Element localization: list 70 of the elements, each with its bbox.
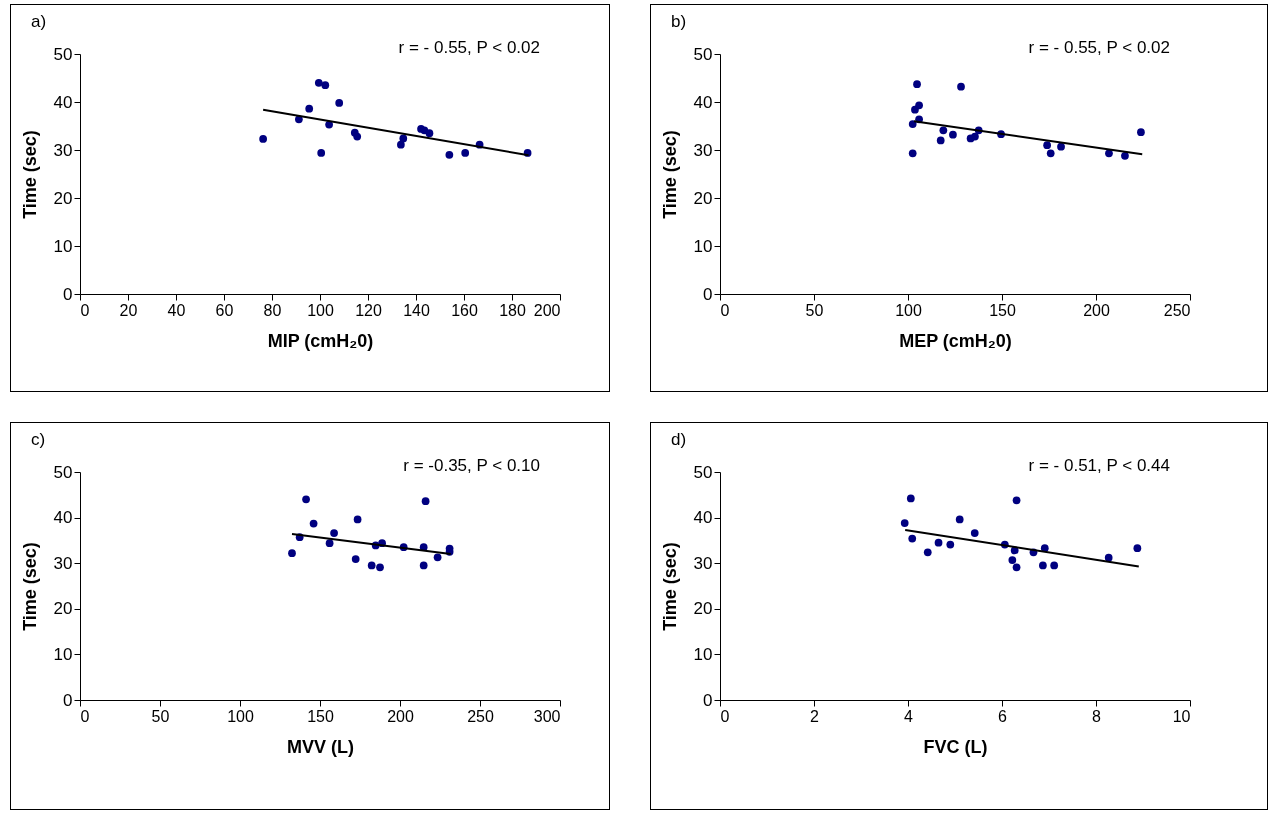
y-tick-label: 30 bbox=[693, 140, 713, 160]
y-tick-label: 10 bbox=[693, 644, 713, 664]
y-tick-label: 20 bbox=[693, 599, 713, 619]
annotation: r = - 0.55, P < 0.02 bbox=[1028, 38, 1170, 57]
x-tick-label: 8 bbox=[1092, 707, 1102, 725]
y-tick-label: 20 bbox=[693, 188, 713, 208]
x-tick-label: 250 bbox=[467, 707, 494, 725]
y-tick-label: 0 bbox=[63, 690, 73, 710]
x-tick-label: 50 bbox=[151, 707, 170, 725]
y-tick-label: 10 bbox=[53, 644, 73, 664]
x-tick-label: 200 bbox=[533, 301, 561, 319]
x-tick-label: 0 bbox=[720, 301, 730, 319]
y-tick-label: 10 bbox=[53, 236, 73, 256]
x-tick-label: 100 bbox=[227, 707, 254, 725]
y-tick-label: 20 bbox=[53, 599, 73, 619]
y-tick-label: 40 bbox=[53, 92, 73, 112]
y-tick-label: 50 bbox=[53, 462, 73, 482]
x-tick-label: 140 bbox=[403, 301, 430, 319]
y-tick-label: 40 bbox=[53, 508, 73, 528]
x-axis-title: MEP (cmH₂0) bbox=[899, 330, 1012, 351]
x-tick-label: 10 bbox=[1172, 707, 1191, 725]
y-tick-label: 30 bbox=[53, 553, 73, 573]
y-tick-label: 20 bbox=[53, 188, 73, 208]
y-tick-label: 30 bbox=[693, 553, 713, 573]
annotation: r = - 0.55, P < 0.02 bbox=[398, 38, 540, 57]
x-tick-label: 250 bbox=[1163, 301, 1191, 319]
y-tick-label: 30 bbox=[53, 140, 73, 160]
y-tick-label: 50 bbox=[693, 462, 713, 482]
chart-title: a) bbox=[31, 12, 47, 31]
y-tick-label: 50 bbox=[53, 44, 73, 64]
chart-title: b) bbox=[671, 12, 687, 31]
x-tick-label: 50 bbox=[805, 301, 824, 319]
x-tick-label: 0 bbox=[80, 301, 90, 319]
y-tick-label: 0 bbox=[703, 284, 713, 304]
annotation: r = -0.35, P < 0.10 bbox=[403, 456, 540, 475]
x-tick-label: 300 bbox=[533, 707, 561, 725]
x-tick-label: 200 bbox=[1083, 301, 1110, 319]
x-tick-label: 160 bbox=[451, 301, 478, 319]
x-tick-label: 0 bbox=[80, 707, 90, 725]
x-axis-title: MVV (L) bbox=[287, 736, 354, 757]
x-tick-label: 60 bbox=[215, 301, 234, 319]
y-tick-label: 0 bbox=[63, 284, 73, 304]
y-tick-label: 10 bbox=[693, 236, 713, 256]
x-tick-label: 0 bbox=[720, 707, 730, 725]
chart-title: c) bbox=[31, 430, 46, 449]
y-tick-label: 50 bbox=[693, 44, 713, 64]
x-tick-label: 100 bbox=[307, 301, 334, 319]
x-tick-label: 40 bbox=[167, 301, 186, 319]
y-tick-label: 40 bbox=[693, 92, 713, 112]
x-axis-title: MIP (cmH₂0) bbox=[267, 330, 374, 351]
x-tick-label: 2 bbox=[810, 707, 820, 725]
y-axis-title: Time (sec) bbox=[659, 542, 680, 631]
y-axis-title: Time (sec) bbox=[19, 542, 40, 631]
x-tick-label: 120 bbox=[355, 301, 382, 319]
x-tick-label: 4 bbox=[904, 707, 914, 725]
y-tick-label: 40 bbox=[693, 508, 713, 528]
x-tick-label: 150 bbox=[989, 301, 1016, 319]
x-axis-title: FVC (L) bbox=[923, 736, 988, 757]
x-tick-label: 180 bbox=[499, 301, 526, 319]
x-tick-label: 6 bbox=[998, 707, 1008, 725]
chart-title: d) bbox=[671, 430, 687, 449]
x-tick-label: 200 bbox=[387, 707, 414, 725]
y-tick-label: 0 bbox=[703, 690, 713, 710]
annotation: r = - 0.51, P < 0.44 bbox=[1028, 456, 1170, 475]
x-tick-label: 80 bbox=[263, 301, 282, 319]
x-tick-label: 100 bbox=[895, 301, 922, 319]
x-tick-label: 20 bbox=[119, 301, 138, 319]
x-tick-label: 150 bbox=[307, 707, 334, 725]
y-axis-title: Time (sec) bbox=[19, 130, 40, 219]
y-axis-title: Time (sec) bbox=[659, 130, 680, 219]
